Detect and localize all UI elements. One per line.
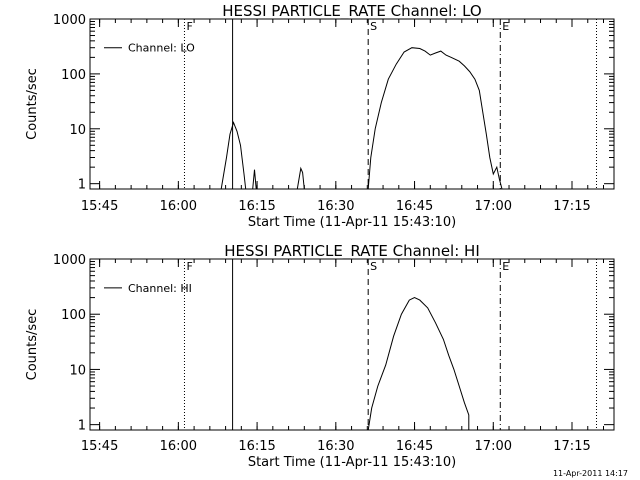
x-tick-label: 16:15 <box>238 439 275 454</box>
y-tick-label: 100 <box>61 308 86 323</box>
time-marker-label: S <box>370 260 377 273</box>
chart-title: HESSI PARTICLE_RATE Channel: LO <box>222 2 481 21</box>
x-axis-label: Start Time (11-Apr-11 15:43:10) <box>248 455 456 470</box>
chart-panel-lo: HESSI PARTICLE_RATE Channel: LO 15:45 16:0… <box>25 2 615 230</box>
y-tick-label: 10 <box>69 123 86 138</box>
x-tick-label: 17:00 <box>475 199 512 214</box>
time-marker-label: E <box>502 260 509 273</box>
x-tick-label: 16:15 <box>238 199 275 214</box>
x-tick-label: 16:00 <box>160 199 197 214</box>
y-tick-label: 100 <box>61 68 86 83</box>
time-marker-label: E <box>502 20 509 33</box>
x-tick-label: 16:45 <box>396 439 433 454</box>
y-tick-label: 1 <box>78 178 86 193</box>
series-line <box>296 166 305 190</box>
legend-label: Channel: HI <box>128 282 192 295</box>
x-tick-label: 15:45 <box>81 199 118 214</box>
chart-title: HESSI PARTICLE_RATE Channel: HI <box>224 242 480 261</box>
time-marker-label: F <box>186 260 192 273</box>
y-axis-label: Counts/sec <box>25 309 40 381</box>
series-line <box>367 47 503 190</box>
x-tick-label: 16:45 <box>396 199 433 214</box>
legend-label: Channel: LO <box>128 42 195 55</box>
x-axis-label: Start Time (11-Apr-11 15:43:10) <box>248 215 456 230</box>
x-tick-label: 16:00 <box>160 439 197 454</box>
x-tick-label: 17:15 <box>553 439 590 454</box>
series-line <box>367 297 470 431</box>
y-tick-label: 1 <box>78 419 86 434</box>
x-tick-label: 15:45 <box>81 439 118 454</box>
series-line <box>252 169 257 190</box>
x-tick-label: 16:30 <box>317 199 354 214</box>
y-tick-label: 1000 <box>53 253 86 268</box>
plot-timestamp: 11-Apr-2011 14:17 <box>552 469 628 478</box>
chart-panel-hi: HESSI PARTICLE_RATE Channel: HI 15:45 16:0… <box>25 242 615 470</box>
y-tick-label: 1000 <box>53 13 86 28</box>
x-tick-label: 17:00 <box>475 439 512 454</box>
time-marker-label: F <box>186 20 192 33</box>
y-tick-label: 10 <box>69 363 86 378</box>
time-marker-label: S <box>370 20 377 33</box>
y-axis-label: Counts/sec <box>25 68 40 140</box>
x-tick-label: 17:15 <box>553 199 590 214</box>
x-tick-label: 16:30 <box>317 439 354 454</box>
series-line <box>220 120 247 190</box>
